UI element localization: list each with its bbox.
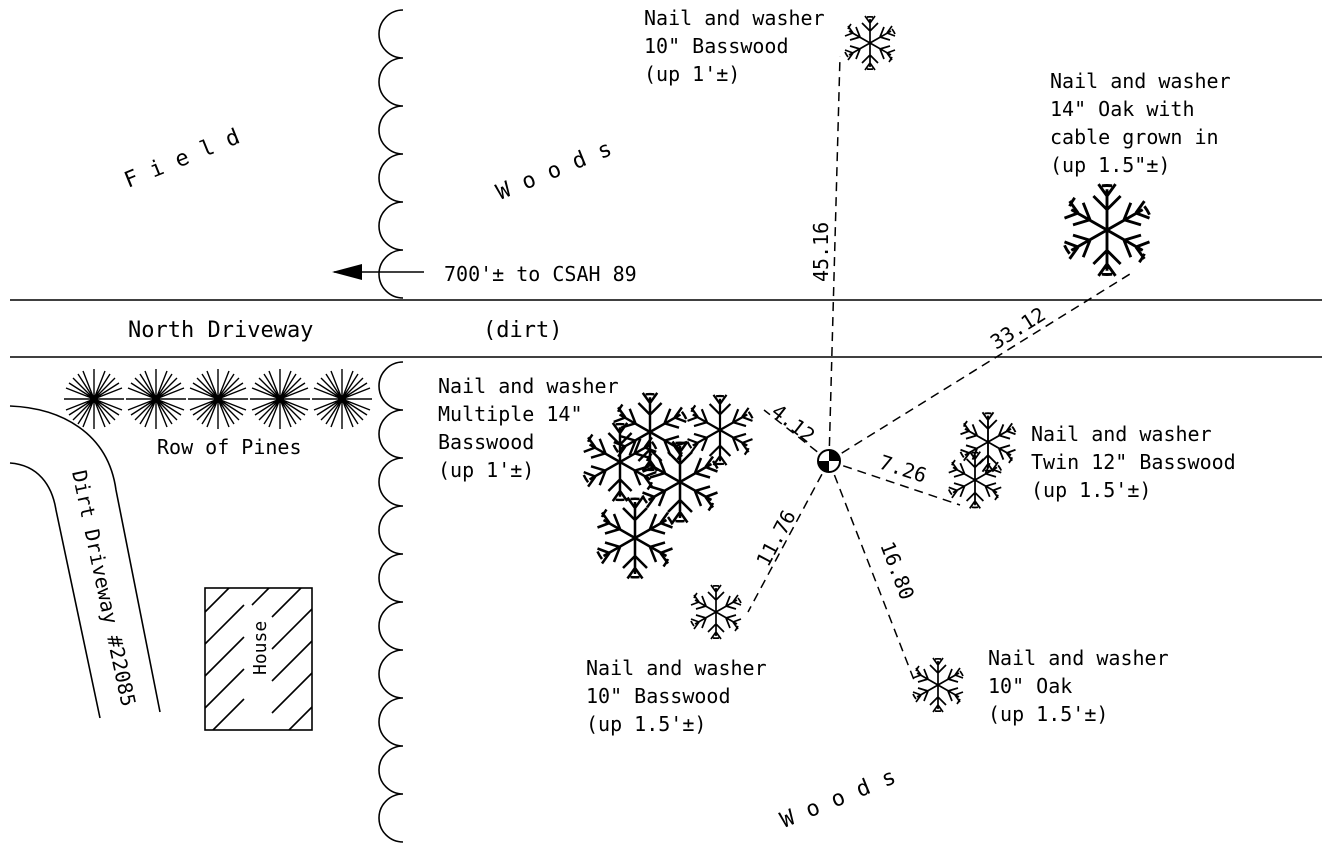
svg-text:Nail and washer: Nail and washer	[1050, 69, 1231, 93]
svg-text:(up 1'±): (up 1'±)	[438, 458, 534, 482]
tie-line-w	[763, 409, 830, 462]
svg-text:(up 1.5"±): (up 1.5"±)	[1050, 153, 1170, 177]
distance-w: 4.12	[767, 399, 820, 448]
house	[204, 587, 313, 731]
dirt-driveway-outer	[9, 405, 161, 713]
note-tree-w: Nail and washer Multiple 14" Basswood (u…	[438, 374, 619, 482]
north-driveway-label: North Driveway	[128, 318, 313, 343]
tie-line-n	[828, 55, 841, 462]
csah-arrowhead	[332, 264, 362, 280]
svg-text:10" Basswood: 10" Basswood	[644, 34, 789, 58]
note-tree-e: Nail and washer Twin 12" Basswood (up 1.…	[1031, 422, 1236, 502]
distance-se: 16.80	[875, 538, 919, 603]
note-tree-sw: Nail and washer 10" Basswood (up 1.5'±)	[586, 656, 767, 736]
svg-text:Nail and washer: Nail and washer	[644, 6, 825, 30]
svg-text:(up 1.5'±): (up 1.5'±)	[586, 712, 706, 736]
note-tree-n: Nail and washer 10" Basswood (up 1'±)	[644, 6, 825, 86]
svg-text:Twin 12" Basswood: Twin 12" Basswood	[1031, 450, 1236, 474]
tie-line-se	[828, 460, 915, 681]
svg-text:(up 1.5'±): (up 1.5'±)	[988, 702, 1108, 726]
svg-text:10" Oak: 10" Oak	[988, 674, 1072, 698]
svg-text:10" Basswood: 10" Basswood	[586, 684, 731, 708]
distance-n: 45.16	[809, 222, 833, 282]
tree-n	[844, 15, 896, 71]
pine-2	[125, 368, 187, 430]
csah-label: 700'± to CSAH 89	[444, 262, 637, 286]
svg-text:Basswood: Basswood	[438, 430, 534, 454]
row-of-pines-label: Row of Pines	[157, 435, 302, 459]
svg-text:Nail and washer: Nail and washer	[586, 656, 767, 680]
svg-text:Nail and washer: Nail and washer	[1031, 422, 1212, 446]
treeline-upper	[378, 9, 404, 299]
dirt-label: (dirt)	[483, 318, 562, 343]
svg-text:Nail and washer: Nail and washer	[438, 374, 619, 398]
svg-text:(up 1.5'±): (up 1.5'±)	[1031, 478, 1151, 502]
svg-text:Nail and washer: Nail and washer	[988, 646, 1169, 670]
distance-e: 7.26	[876, 450, 929, 488]
tree-ne	[1063, 182, 1151, 278]
house-label: House	[250, 621, 271, 675]
woods-top-label: Woods	[493, 131, 629, 205]
tree-cluster-w	[582, 391, 754, 580]
svg-text:(up 1'±): (up 1'±)	[644, 62, 740, 86]
treeline-lower	[378, 361, 404, 843]
svg-text:cable grown in: cable grown in	[1050, 125, 1219, 149]
dirt-driveway-inner	[9, 462, 101, 719]
note-tree-ne: Nail and washer 14" Oak with cable grown…	[1050, 69, 1231, 177]
tree-se	[912, 657, 964, 713]
tie-line-sw	[747, 460, 830, 613]
field-label: Field	[121, 119, 257, 193]
tree-sw	[690, 584, 742, 640]
woods-bottom-label: Woods	[777, 759, 913, 833]
svg-text:Multiple 14": Multiple 14"	[438, 402, 583, 426]
pine-3	[187, 368, 249, 430]
nail-washer-mark	[817, 449, 841, 473]
distance-ne: 33.12	[986, 302, 1050, 354]
pine-5	[311, 368, 373, 430]
note-tree-se: Nail and washer 10" Oak (up 1.5'±)	[988, 646, 1169, 726]
pine-4	[249, 368, 311, 430]
tie-line-e	[828, 460, 961, 506]
distance-sw: 11.76	[751, 506, 800, 570]
pine-1	[63, 368, 125, 430]
dirt-driveway-label: Dirt Driveway #22085	[67, 468, 141, 709]
tree-cluster-e	[947, 411, 1017, 510]
svg-text:14" Oak with: 14" Oak with	[1050, 97, 1195, 121]
